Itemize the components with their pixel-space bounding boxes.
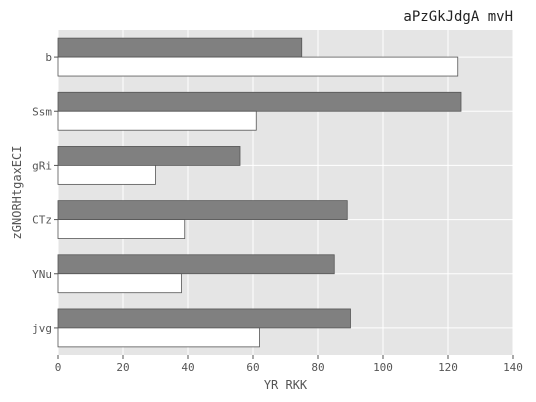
bar-jvg-series-1	[57, 308, 351, 329]
bar-Ssm-series-1	[57, 91, 462, 112]
bar-Ssm-series-2	[57, 110, 257, 131]
y-tick-label: Ssm	[32, 105, 52, 118]
y-axis-label: zGNORHtgaxECI	[10, 146, 24, 240]
bar-CTz-series-2	[57, 219, 186, 239]
bar-gRi-series-2	[57, 165, 156, 185]
x-tick-label: 120	[438, 361, 458, 374]
x-tick-label: 80	[311, 361, 324, 374]
bar-b-series-2	[57, 56, 459, 77]
x-tick-label: 100	[373, 361, 393, 374]
bar-YNu-series-1	[57, 254, 335, 275]
ticks: 0 20 40 60 80 100 120 140 b Ssm gRi CTz YNu jvg	[32, 51, 523, 374]
bar-YNu-series-2	[57, 273, 182, 294]
x-tick-label: 140	[503, 361, 523, 374]
x-tick-label: 40	[181, 361, 194, 374]
y-tick-label: jvg	[32, 322, 52, 335]
bar-gRi-series-1	[57, 146, 241, 166]
chart-title: aPzGkJdgA mvH	[403, 9, 513, 25]
bars	[57, 37, 462, 348]
x-tick-label: 60	[246, 361, 259, 374]
x-tick-label: 0	[55, 361, 62, 374]
plot-background	[58, 30, 513, 355]
bar-jvg-series-2	[57, 327, 260, 348]
y-tick-label: b	[45, 51, 52, 64]
y-tick-label: gRi	[32, 159, 52, 172]
bar-CTz-series-1	[57, 200, 348, 220]
y-tick-label: CTz	[32, 214, 52, 227]
x-axis-label: YR RKK	[264, 378, 308, 392]
y-tick-label: YNu	[32, 268, 52, 281]
x-tick-label: 20	[116, 361, 129, 374]
bar-b-series-1	[57, 37, 303, 58]
